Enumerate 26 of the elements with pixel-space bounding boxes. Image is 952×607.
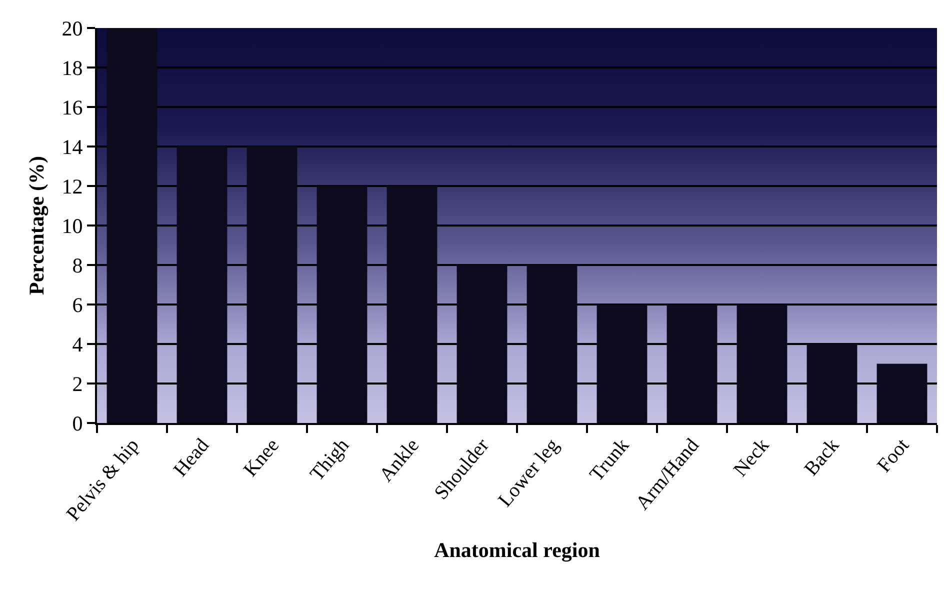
x-tick-label: Foot	[873, 434, 914, 477]
y-tick-label: 6	[72, 292, 83, 317]
bar	[176, 146, 228, 423]
bar	[666, 304, 718, 423]
bar	[526, 265, 578, 423]
bar	[386, 186, 438, 423]
bar	[106, 28, 158, 423]
y-tick-label: 8	[72, 253, 83, 278]
y-tick-label: 2	[72, 372, 83, 396]
y-tick-label: 14	[62, 134, 84, 159]
y-tick-label: 4	[72, 332, 84, 356]
bar	[456, 265, 508, 423]
bar	[806, 344, 858, 423]
x-axis-title: Anatomical region	[434, 538, 600, 562]
bar	[316, 186, 368, 423]
bar	[246, 146, 298, 423]
bar	[596, 304, 648, 423]
y-tick-label: 20	[62, 16, 83, 40]
y-tick-label: 0	[72, 411, 83, 436]
bar	[876, 364, 928, 423]
y-tick-label: 18	[62, 56, 83, 80]
bar	[736, 304, 788, 423]
y-axis-title: Percentage (%)	[24, 156, 48, 295]
y-tick-label: 10	[62, 214, 83, 238]
y-tick-label: 12	[62, 174, 83, 198]
y-tick-label: 16	[62, 95, 83, 120]
